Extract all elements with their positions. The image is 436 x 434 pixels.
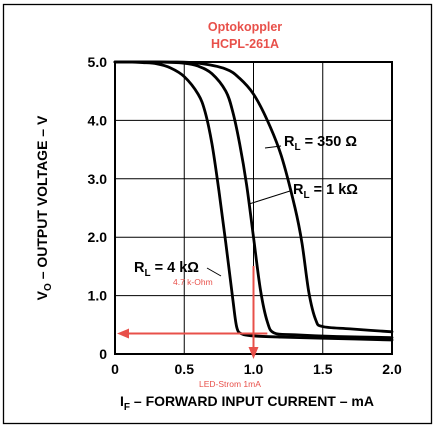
series-label-350-leader — [264, 145, 282, 149]
resistor-note: 4.7 k-Ohm — [173, 277, 213, 287]
y-tick-label: 5.0 — [88, 54, 108, 70]
series-line-350 — [113, 60, 394, 334]
svg-text:RL = 4 kΩ: RL = 4 kΩ — [134, 260, 199, 279]
series-label-4k: RL = 4 kΩ — [134, 260, 222, 279]
led-current-note: LED-Strom 1mA — [199, 379, 261, 389]
output-voltage-arrowhead — [117, 328, 129, 339]
series-line-4k — [113, 60, 394, 342]
y-axis-title: VO – OUTPUT VOLTAGE – V — [34, 115, 54, 300]
y-tick-label: 1.0 — [88, 288, 108, 304]
svg-text:RL = 1 kΩ: RL = 1 kΩ — [293, 182, 358, 201]
x-tick-label: 0 — [111, 361, 119, 377]
y-tick-label: 0 — [99, 346, 107, 362]
curve-group — [113, 60, 394, 342]
x-tick-label: 0.5 — [175, 361, 195, 377]
x-tick-label: 1.0 — [244, 361, 264, 377]
series-label-1k-leader — [248, 190, 291, 205]
x-tick-label: 2.0 — [382, 361, 402, 377]
series-label-4k-leader — [206, 267, 222, 277]
series-line-1k — [113, 60, 394, 340]
chart-title-line-1: Optokoppler — [208, 20, 282, 34]
y-tick-label: 2.0 — [88, 229, 108, 245]
series-label-350: RL = 350 Ω — [264, 134, 357, 153]
led-current-arrowhead — [248, 347, 259, 359]
series-label-1k: RL = 1 kΩ — [248, 182, 358, 205]
annotation-group: 4.7 k-Ohm LED-Strom 1mA — [117, 266, 268, 389]
x-tick-label: 1.5 — [313, 361, 333, 377]
x-axis-title: IF – FORWARD INPUT CURRENT – mA — [120, 393, 374, 413]
axis-tick-labels: 0 0.5 1.0 1.5 2.0 0 1.0 2.0 3.0 4.0 5.0 — [88, 54, 402, 377]
y-tick-label: 4.0 — [88, 112, 108, 128]
chart-title-line-2: HCPL-261A — [211, 37, 279, 51]
y-tick-label: 3.0 — [88, 171, 108, 187]
svg-text:RL = 350 Ω: RL = 350 Ω — [284, 134, 357, 153]
